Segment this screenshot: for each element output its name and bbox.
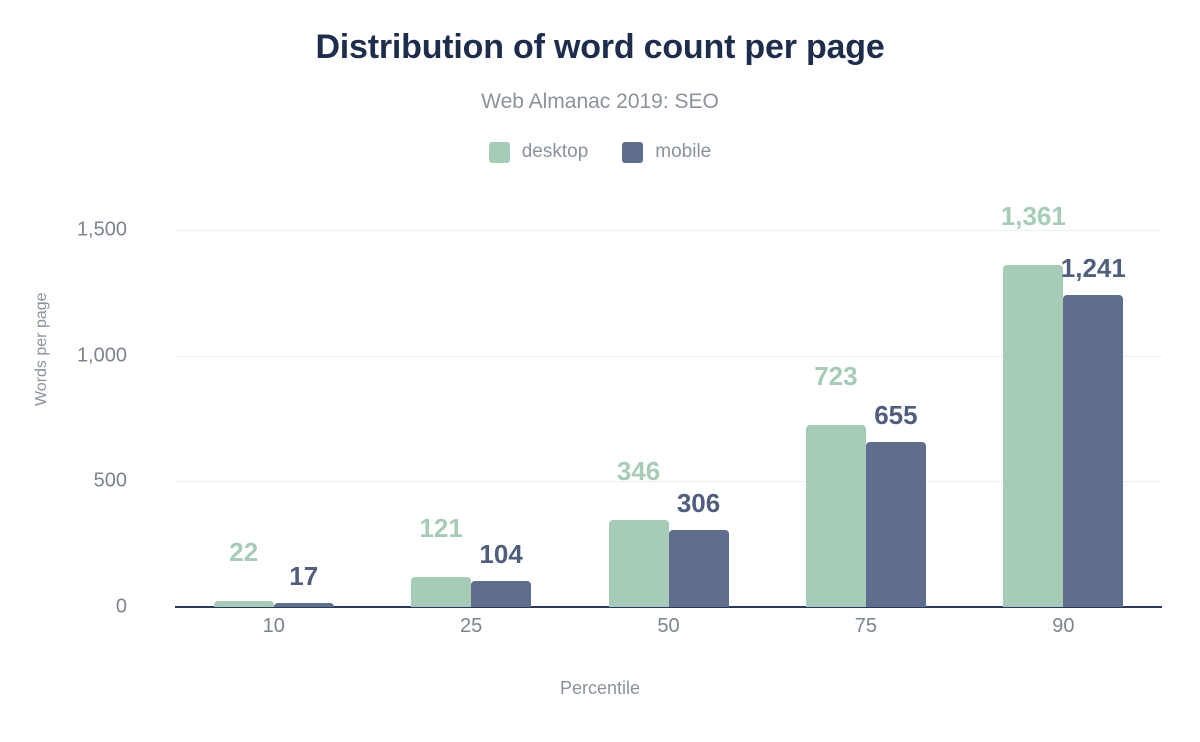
gridline bbox=[175, 230, 1162, 232]
bar-mobile[interactable]: 1,241 bbox=[1060, 205, 1126, 607]
bar-mobile[interactable]: 104 bbox=[471, 205, 532, 607]
gridline bbox=[175, 481, 1162, 483]
bar-value-label-mobile: 104 bbox=[479, 538, 523, 569]
bar-rect-desktop[interactable] bbox=[213, 601, 274, 607]
bar-value-label-mobile: 1,241 bbox=[1060, 253, 1126, 284]
bar-value-label-mobile: 17 bbox=[289, 560, 319, 591]
bar-pair: 121 104 bbox=[411, 205, 532, 607]
y-axis-tick-label: 500 bbox=[93, 469, 127, 492]
legend-swatch-mobile-icon bbox=[622, 141, 644, 163]
bar-rect-desktop[interactable] bbox=[805, 425, 866, 607]
bar-groups: 22 17 121 104 346 306 723 655 1,361 1,241 bbox=[175, 201, 1162, 607]
y-axis-tick-label: 0 bbox=[115, 595, 127, 618]
bar-value-label-desktop: 121 bbox=[419, 512, 463, 543]
plot-area: 0 500 1,000 1,500 22 17 121 104 346 306 723 655 1,3… bbox=[77, 201, 1162, 618]
axis-baseline bbox=[175, 606, 1162, 608]
bar-pair: 346 306 bbox=[608, 205, 729, 607]
bar-value-label-desktop: 723 bbox=[814, 361, 858, 392]
bar-group: 121 104 bbox=[372, 205, 569, 607]
bar-value-label-desktop: 346 bbox=[616, 456, 661, 487]
legend-label-desktop: desktop bbox=[521, 141, 589, 162]
bar-value-label-desktop: 22 bbox=[229, 537, 259, 568]
y-axis-tick-label: 1,000 bbox=[76, 344, 127, 367]
chart-title: Distribution of word count per page bbox=[315, 28, 885, 66]
bar-value-label-mobile: 655 bbox=[874, 400, 918, 431]
bar-desktop[interactable]: 121 bbox=[411, 205, 472, 607]
bar-rect-mobile[interactable] bbox=[1063, 295, 1124, 607]
x-axis-tick-label: 25 bbox=[459, 615, 483, 637]
bar-rect-desktop[interactable] bbox=[411, 576, 472, 607]
bar-rect-mobile[interactable] bbox=[668, 530, 729, 607]
x-axis-tick-label: 90 bbox=[1052, 615, 1075, 637]
bar-desktop[interactable]: 346 bbox=[608, 205, 669, 607]
bar-pair: 22 17 bbox=[213, 205, 334, 607]
bar-mobile[interactable]: 17 bbox=[273, 205, 334, 607]
bar-value-label-desktop: 1,361 bbox=[1000, 201, 1066, 232]
x-axis-tick-label: 50 bbox=[657, 615, 680, 637]
legend-item-desktop[interactable]: desktop bbox=[488, 141, 589, 163]
chart-legend: desktop mobile bbox=[0, 141, 1200, 163]
bar-desktop[interactable]: 1,361 bbox=[1000, 201, 1066, 607]
gridline bbox=[175, 355, 1162, 357]
bar-group: 22 17 bbox=[175, 205, 372, 607]
bar-group: 346 306 bbox=[570, 205, 767, 607]
bar-pair: 1,361 1,241 bbox=[1000, 201, 1126, 607]
legend-label-mobile: mobile bbox=[655, 141, 712, 162]
x-axis-title: Percentile bbox=[559, 678, 641, 698]
x-axis-ticks: 10 25 50 75 90 bbox=[175, 615, 1162, 638]
y-axis-tick-label: 1,500 bbox=[76, 218, 127, 241]
chart-subtitle: Web Almanac 2019: SEO bbox=[481, 90, 719, 113]
x-axis-tick-label: 10 bbox=[262, 615, 285, 637]
bar-rect-mobile[interactable] bbox=[471, 580, 532, 607]
x-axis-tick-label: 75 bbox=[854, 615, 878, 637]
bar-value-label-mobile: 306 bbox=[676, 488, 721, 519]
bar-group: 1,361 1,241 bbox=[965, 201, 1162, 607]
bar-pair: 723 655 bbox=[805, 205, 926, 607]
bar-rect-desktop[interactable] bbox=[1003, 265, 1064, 607]
legend-swatch-desktop-icon bbox=[488, 141, 510, 163]
bar-mobile[interactable]: 306 bbox=[668, 205, 729, 607]
bar-group: 723 655 bbox=[767, 205, 964, 607]
bar-rect-desktop[interactable] bbox=[608, 520, 669, 607]
bar-rect-mobile[interactable] bbox=[865, 442, 926, 607]
legend-item-mobile[interactable]: mobile bbox=[622, 141, 711, 163]
bar-mobile[interactable]: 655 bbox=[865, 205, 926, 607]
bar-desktop[interactable]: 723 bbox=[805, 205, 866, 607]
bar-desktop[interactable]: 22 bbox=[213, 205, 274, 607]
bar-rect-mobile[interactable] bbox=[273, 602, 334, 607]
